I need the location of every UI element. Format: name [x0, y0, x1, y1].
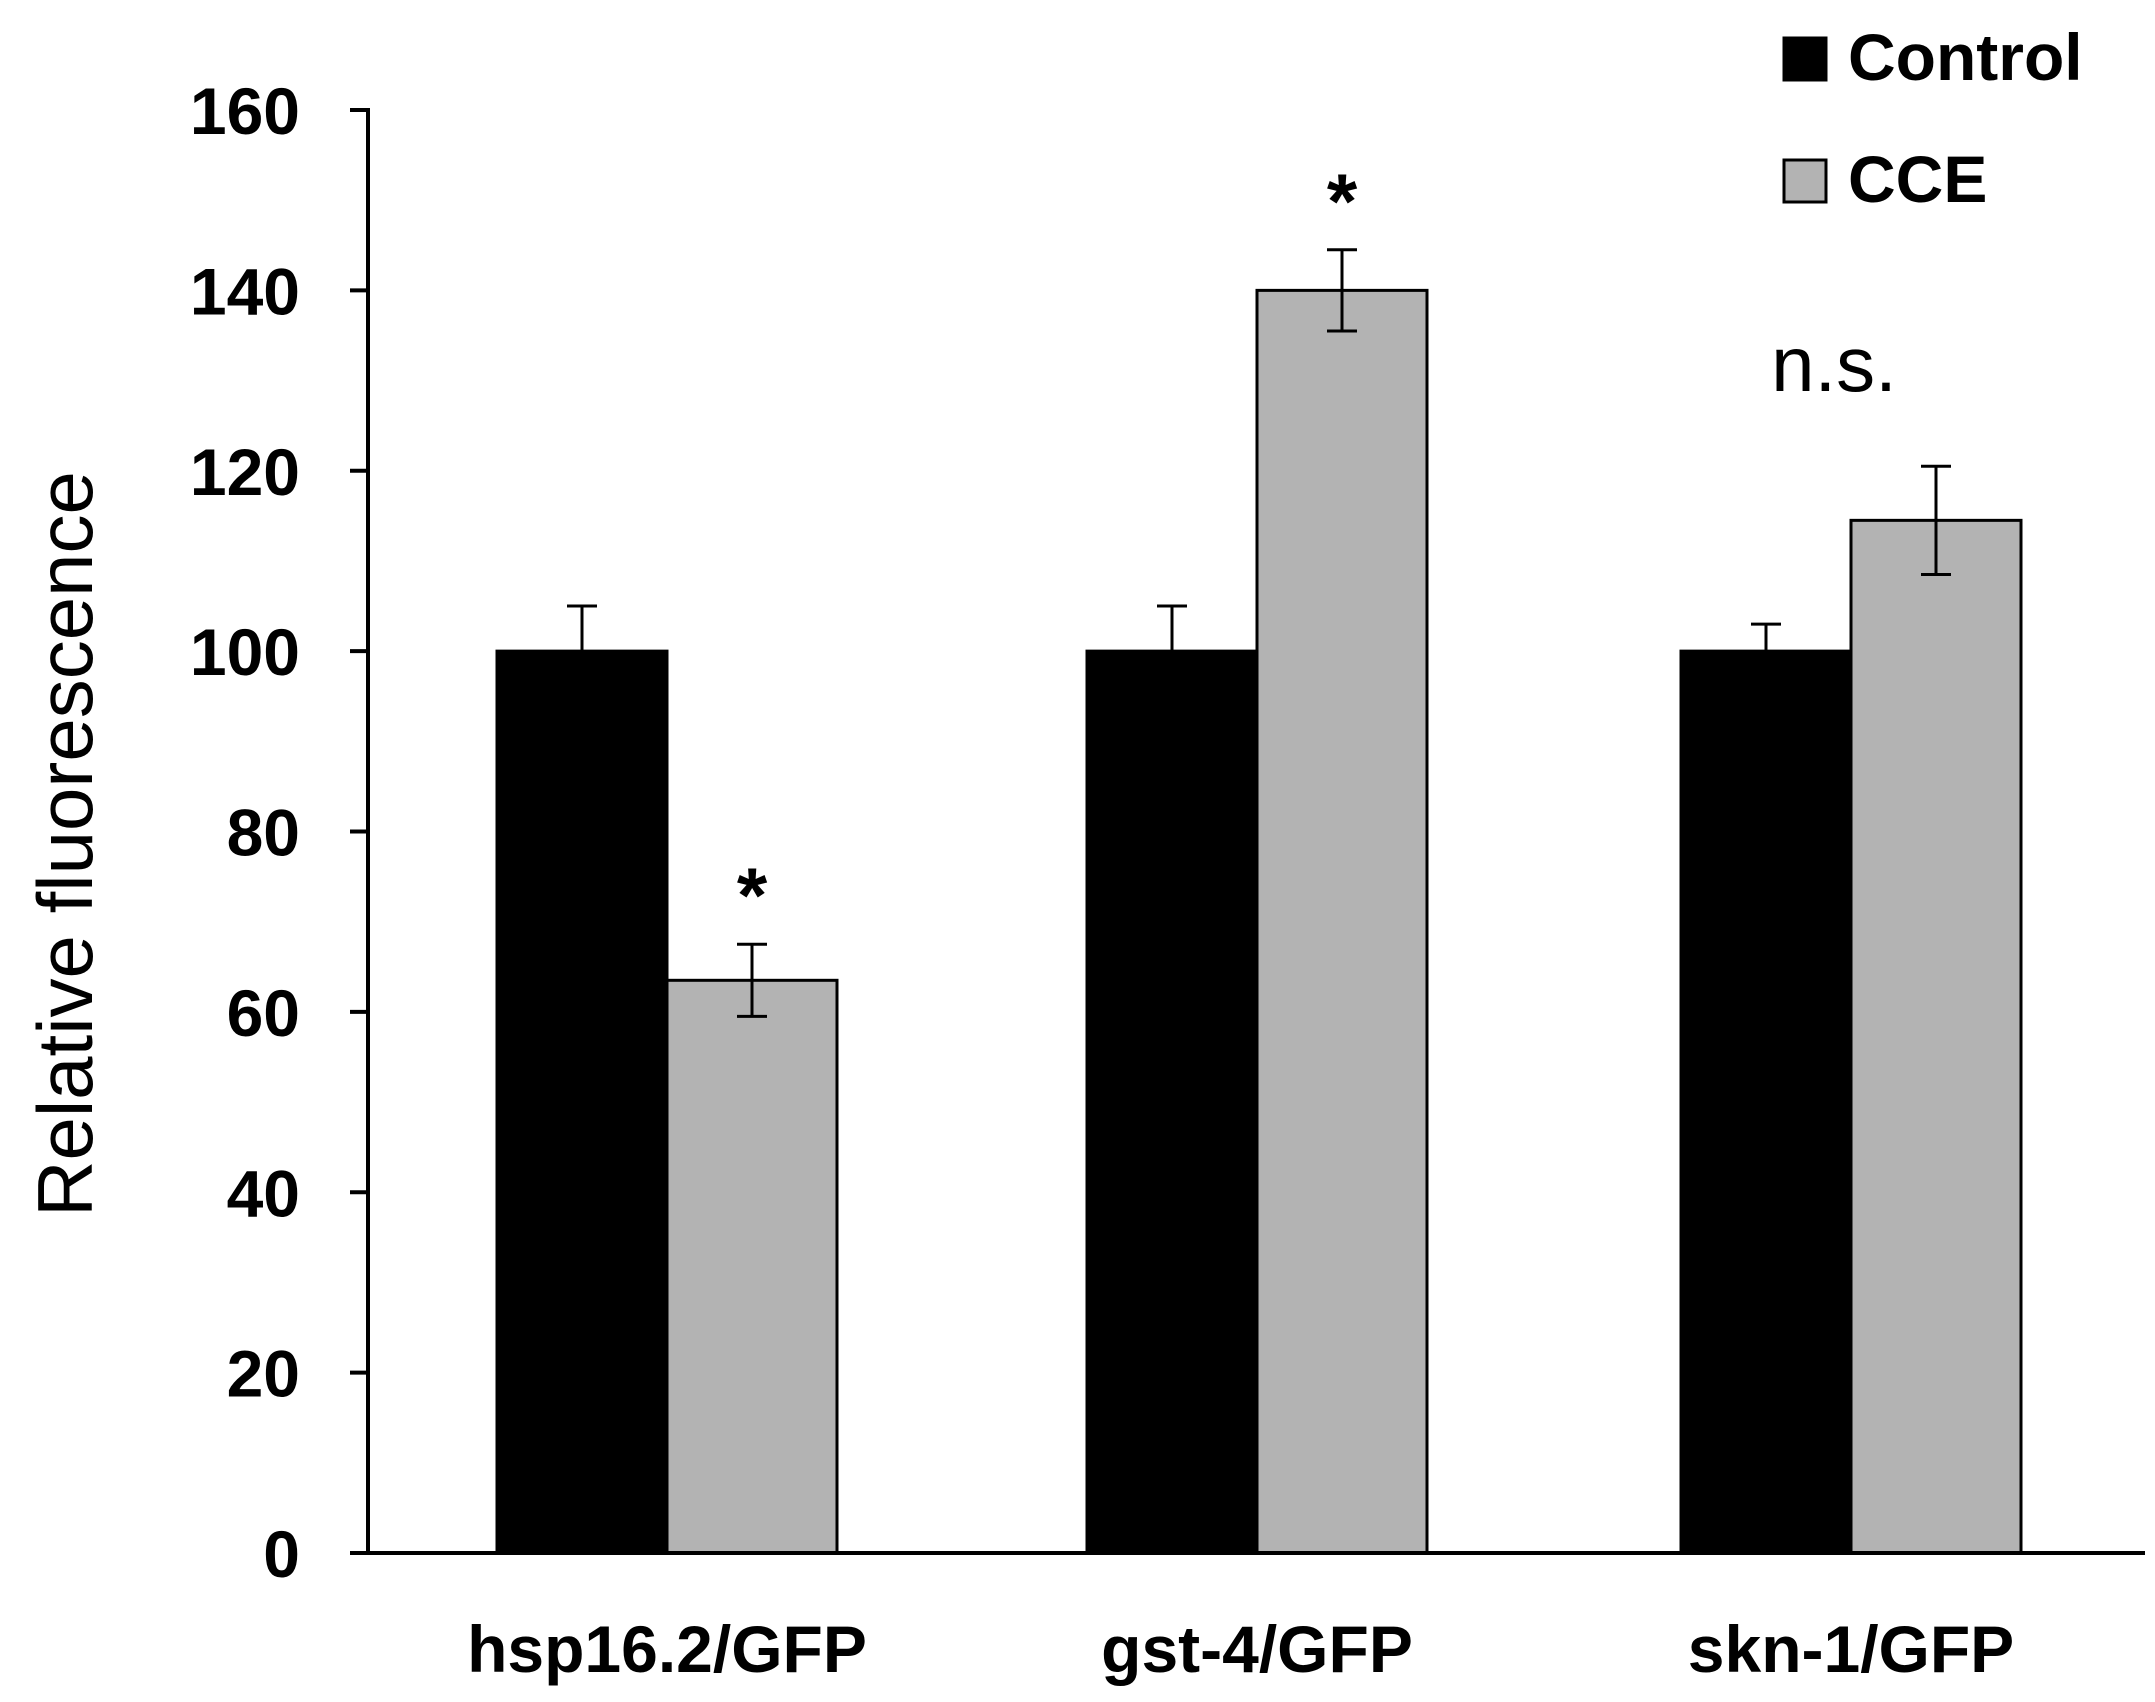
legend-swatch-control [1782, 36, 1828, 82]
annotation-0: * [737, 851, 768, 939]
y-tick-label-20: 20 [227, 1337, 300, 1411]
legend: Control CCE [1782, 20, 2083, 216]
y-tick-label-40: 40 [227, 1156, 300, 1230]
x-tick-label-0: hsp16.2/GFP [467, 1612, 867, 1686]
bar-control-1 [1085, 649, 1259, 1555]
bar-control-2 [1679, 649, 1853, 1555]
y-tick-label-120: 120 [190, 435, 300, 509]
y-tick-label-80: 80 [227, 796, 300, 870]
y-axis-label: Relative fluorescence [21, 471, 109, 1217]
y-tick-label-60: 60 [227, 976, 300, 1050]
error-bars-layer [567, 248, 1951, 1018]
annotation-1: * [1327, 157, 1358, 245]
bar-cce-1 [1255, 288, 1429, 1555]
bar-control-0 [495, 649, 669, 1555]
y-ticks-layer: 0 20 40 60 80 100 120 140 160 [190, 74, 368, 1591]
x-tick-label-1: gst-4/GFP [1101, 1612, 1413, 1686]
y-tick-label-100: 100 [190, 615, 300, 689]
legend-label-cce: CCE [1848, 142, 1987, 216]
y-tick-label-160: 160 [190, 74, 300, 148]
y-tick-label-140: 140 [190, 254, 300, 328]
x-labels-layer: hsp16.2/GFP gst-4/GFP skn-1/GFP [467, 1612, 2014, 1686]
legend-swatch-cce [1782, 158, 1828, 204]
annotation-2: n.s. [1771, 320, 1897, 408]
y-tick-label-0: 0 [263, 1517, 300, 1591]
bar-cce-0 [665, 978, 839, 1555]
bar-cce-2 [1849, 518, 2023, 1555]
bars-layer [495, 288, 2023, 1555]
annotations-layer: * * n.s. [737, 157, 1897, 939]
x-tick-label-2: skn-1/GFP [1688, 1612, 2014, 1686]
legend-label-control: Control [1848, 20, 2083, 94]
